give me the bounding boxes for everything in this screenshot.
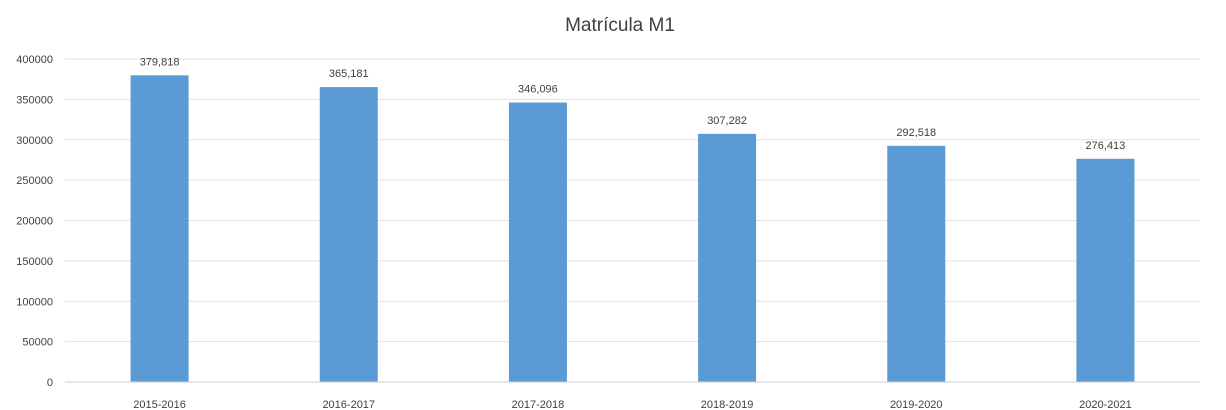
bar [887,145,946,382]
x-tick-label: 2020-2021 [1079,399,1132,410]
chart-title: Matrícula M1 [565,15,675,36]
y-axis-tick-labels: 0 50000 100000 150000 200000 250000 300000 3500… [16,54,53,389]
x-tick-label: 2016-2017 [322,399,375,410]
bar-data-label: 307,282 [707,115,747,127]
y-tick-label: 300000 [16,135,53,147]
y-tick-label: 150000 [16,256,53,268]
data-labels: 379,818 365,181 346,096 307,282 292,518 276,4… [140,56,1126,151]
gridlines [65,58,1200,343]
y-tick-label: 250000 [16,175,53,187]
bar-data-label: 365,181 [329,68,369,80]
y-tick-label: 350000 [16,94,53,106]
bar [1076,158,1135,382]
x-tick-label: 2017-2018 [512,399,565,410]
x-tick-label: 2019-2020 [890,399,943,410]
bar [508,102,567,383]
bar-data-label: 346,096 [518,84,558,96]
x-axis-tick-labels: 2015-2016 2016-2017 2017-2018 2018-2019 2019… [133,399,1131,410]
y-tick-label: 400000 [16,54,53,66]
bars [130,75,1135,383]
bar-data-label: 276,413 [1086,140,1126,152]
y-tick-label: 200000 [16,216,53,228]
y-tick-label: 50000 [22,337,53,349]
y-tick-label: 100000 [16,296,53,308]
bar [319,87,378,383]
y-tick-label: 0 [47,377,53,389]
x-tick-label: 2018-2019 [701,399,754,410]
bar-data-label: 379,818 [140,56,180,68]
bar-data-label: 292,518 [896,127,936,139]
x-tick-label: 2015-2016 [133,399,186,410]
bar [130,75,189,382]
bar [698,133,757,382]
